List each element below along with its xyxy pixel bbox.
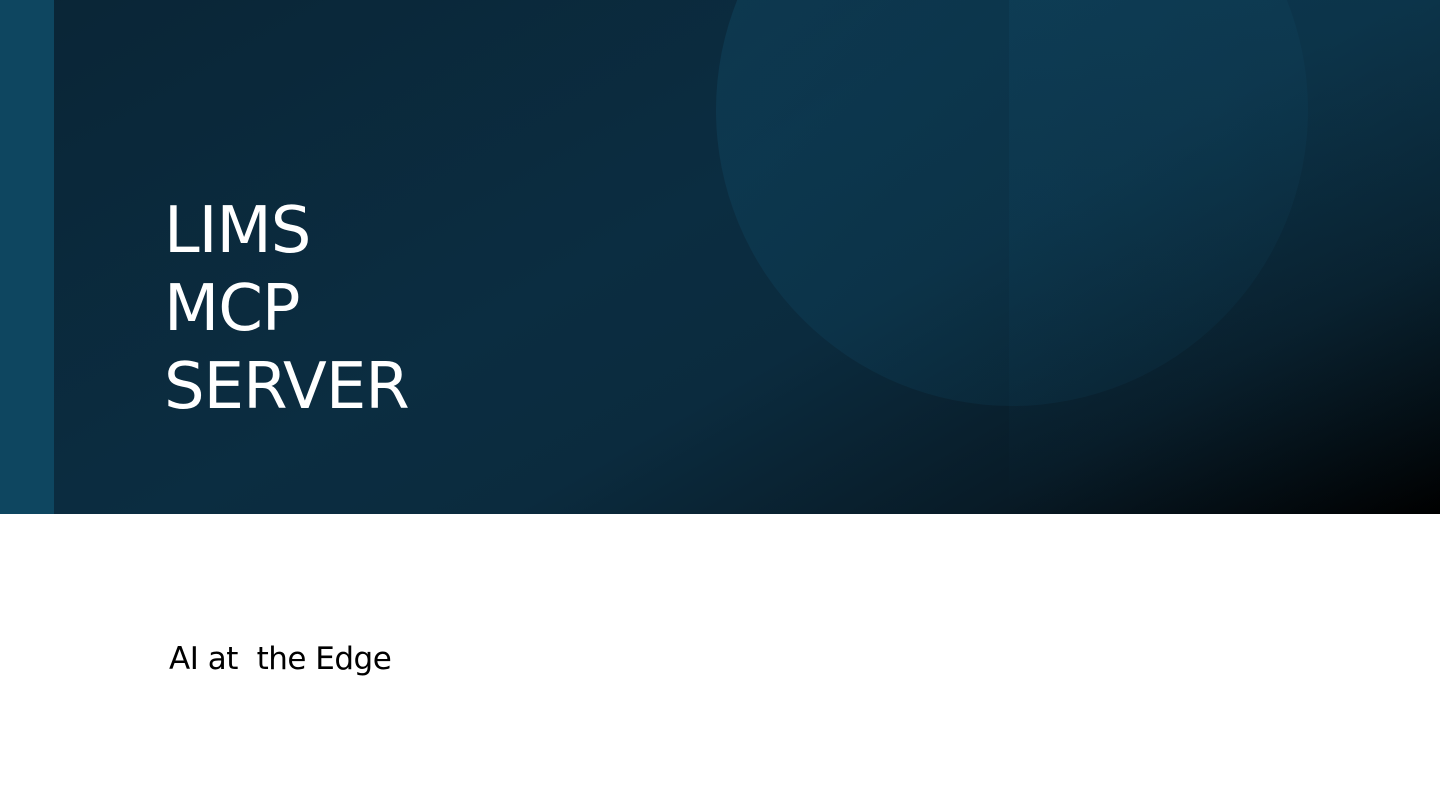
title-line-3: SERVER: [164, 350, 410, 424]
accent-strip: [0, 0, 54, 514]
decorative-shapes: [716, 0, 1440, 514]
hero-banner: LIMS MCP SERVER: [0, 0, 1440, 514]
title-line-2: MCP: [164, 272, 300, 346]
decorative-panel: [1009, 0, 1440, 514]
slide-subtitle: AI at the Edge: [169, 641, 392, 677]
slide-title: LIMS MCP SERVER: [164, 192, 410, 426]
title-line-1: LIMS: [164, 194, 311, 268]
